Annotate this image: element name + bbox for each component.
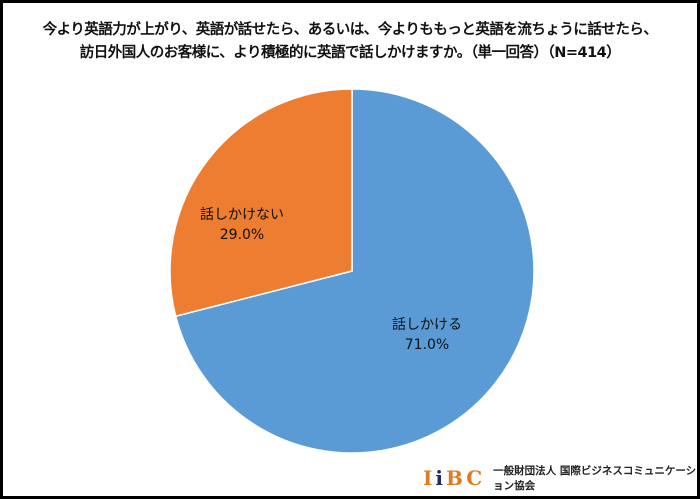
slice-category-label: 話しかける: [392, 316, 462, 333]
title-line-1: 今より英語力が上がり、英語が話せたら、あるいは、今よりももっと英語を流ちょうに話…: [42, 22, 658, 38]
pie-slice-0: [174, 88, 535, 454]
title-line-2: 訪日外国人のお客様に、より積極的に英語で話しかけますか。（単一回答）（N=414…: [79, 45, 621, 61]
slice-value-label: 29.0%: [220, 227, 264, 243]
pie-slice-1: [169, 88, 353, 318]
logo-mark: IiBC: [423, 466, 486, 490]
iibc-logo: IiBC 一般財団法人 国際ビジネスコミュニケーション協会: [423, 463, 697, 493]
pie-chart: 話しかける 71.0% 話しかけない 29.0%: [169, 88, 535, 454]
slice-value-label: 71.0%: [405, 337, 449, 353]
slice-category-label: 話しかけない: [200, 206, 284, 223]
chart-title: 今より英語力が上がり、英語が話せたら、あるいは、今よりももっと英語を流ちょうに話…: [3, 19, 697, 65]
organization-name: 一般財団法人 国際ビジネスコミュニケーション協会: [493, 465, 697, 492]
